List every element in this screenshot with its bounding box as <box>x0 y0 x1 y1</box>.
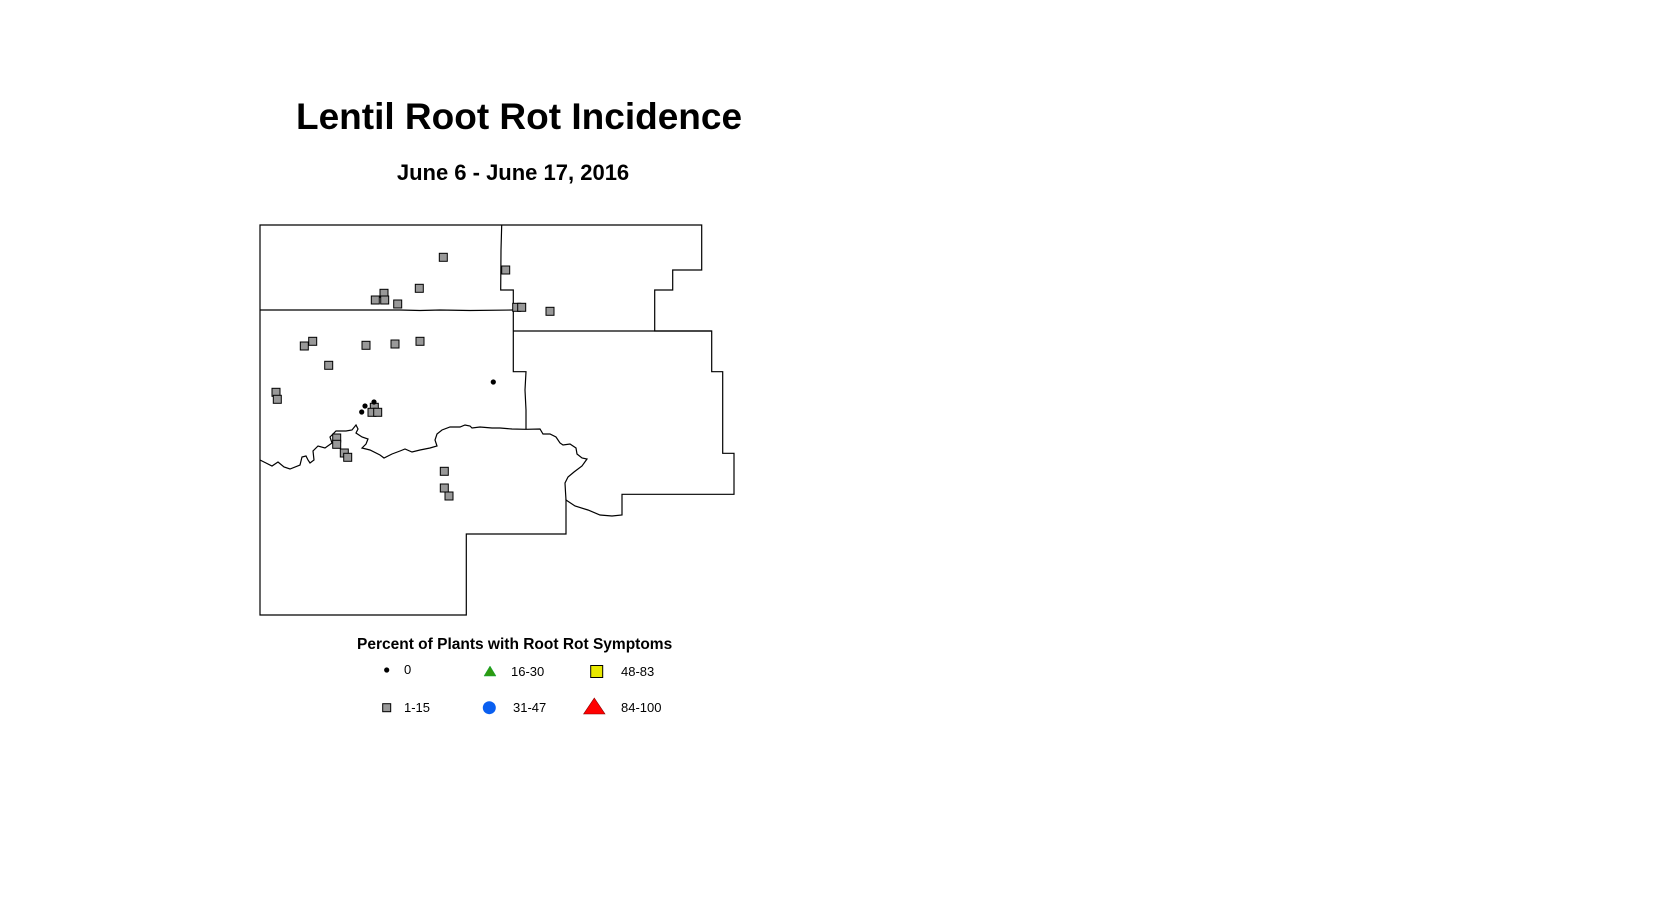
site-marker-1-15 <box>414 283 424 293</box>
site-marker-1-15 <box>380 295 390 305</box>
site-marker-0 <box>359 409 365 415</box>
river-boundary <box>259 423 589 501</box>
legend-symbol-1-15 <box>382 703 392 713</box>
site-marker-1-15 <box>501 265 511 275</box>
site-marker-1-15 <box>517 302 527 312</box>
legend-label-48-83: 48-83 <box>621 664 655 679</box>
map-title: Lentil Root Rot Incidence <box>295 96 743 137</box>
legend-label-84-100: 84-100 <box>621 700 662 715</box>
legend-symbol-16-30 <box>483 665 497 677</box>
site-marker-1-15 <box>332 439 342 449</box>
survey-sites <box>271 252 555 501</box>
site-marker-1-15 <box>438 252 448 262</box>
legend-label-31-47: 31-47 <box>513 700 547 715</box>
map-subtitle: June 6 - June 17, 2016 <box>396 160 630 185</box>
legend-symbol-84-100 <box>583 697 606 715</box>
legend-symbol-31-47 <box>482 701 496 715</box>
legend-label-16-30: 16-30 <box>511 664 545 679</box>
site-marker-1-15 <box>545 306 555 316</box>
boundary-central <box>500 224 527 430</box>
site-marker-0 <box>490 379 496 385</box>
site-marker-1-15 <box>343 452 353 462</box>
legend-symbol-0 <box>384 667 390 673</box>
legend-symbols <box>382 665 606 715</box>
legend-label-0: 0 <box>404 662 412 677</box>
site-marker-1-15 <box>390 339 400 349</box>
site-marker-1-15 <box>299 341 309 351</box>
site-marker-1-15 <box>439 483 449 493</box>
site-marker-1-15 <box>324 360 334 370</box>
site-marker-1-15 <box>439 466 449 476</box>
site-marker-1-15 <box>308 336 318 346</box>
site-marker-1-15 <box>415 336 425 346</box>
region-outline <box>259 224 735 616</box>
site-marker-1-15 <box>373 407 383 417</box>
site-marker-1-15 <box>272 394 282 404</box>
site-marker-0 <box>371 399 377 405</box>
site-marker-1-15 <box>370 295 380 305</box>
boundary-north <box>260 309 514 312</box>
site-marker-1-15 <box>393 299 403 309</box>
legend-label-1-15: 1-15 <box>404 700 431 715</box>
site-marker-0 <box>362 403 368 409</box>
site-marker-1-15 <box>361 340 371 350</box>
legend-title: Percent of Plants with Root Rot Symptoms <box>357 636 673 653</box>
site-marker-1-15 <box>444 491 454 501</box>
legend-symbol-48-83 <box>590 665 604 678</box>
